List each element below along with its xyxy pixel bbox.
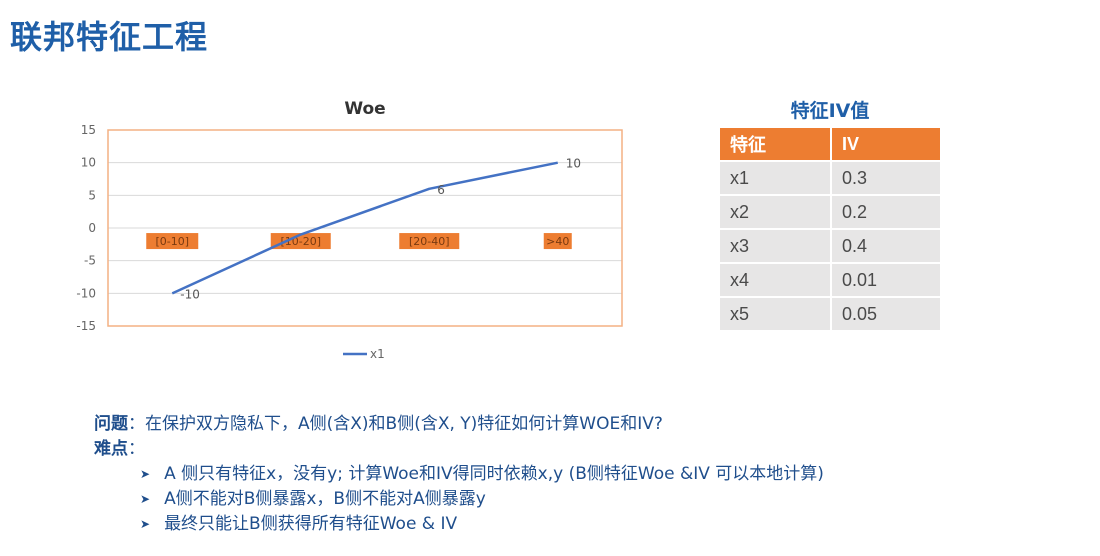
data-label: 10 bbox=[566, 157, 581, 171]
category-label-box bbox=[270, 233, 331, 250]
difficulty-list: ➤ A 侧只有特征x，没有y; 计算Woe和IV得同时依赖x,y (B侧特征Woe… bbox=[94, 462, 824, 537]
feature-cell: x5 bbox=[720, 298, 832, 330]
y-tick-label: -15 bbox=[76, 319, 96, 333]
iv-cell: 0.05 bbox=[832, 298, 940, 330]
page-title: 联邦特征工程 bbox=[10, 18, 209, 56]
iv-cell: 0.01 bbox=[832, 264, 940, 296]
series-line-x1 bbox=[171, 161, 558, 295]
table-row: x5 0.05 bbox=[720, 298, 940, 330]
iv-cell: 0.3 bbox=[832, 162, 940, 194]
data-label: -10 bbox=[180, 287, 200, 301]
table-row: x1 0.3 bbox=[720, 162, 940, 194]
iv-header-iv: IV bbox=[832, 128, 940, 160]
difficulty-item-text: A 侧只有特征x，没有y; 计算Woe和IV得同时依赖x,y (B侧特征Woe … bbox=[164, 464, 824, 484]
iv-table-title: 特征IV值 bbox=[790, 100, 870, 122]
y-tick-label: 5 bbox=[88, 188, 96, 202]
feature-cell: x1 bbox=[720, 162, 832, 194]
legend-label: x1 bbox=[370, 347, 385, 361]
question-text: ：在保护双方隐私下，A侧(含X)和B侧(含X, Y)特征如何计算WOE和IV? bbox=[128, 414, 663, 434]
y-tick-label: 0 bbox=[88, 221, 96, 235]
category-label: [0-10] bbox=[155, 235, 189, 248]
plot-area-border bbox=[107, 129, 623, 327]
y-tick-label: -5 bbox=[84, 254, 96, 268]
difficulty-colon: ： bbox=[128, 439, 145, 459]
woe-chart: Woe 15 10 5 0 -5 -10 -15 [0-10] [10-20] [20-40] >40… bbox=[60, 90, 650, 380]
category-label: [20-40] bbox=[409, 235, 450, 248]
question-section: 问题：在保护双方隐私下，A侧(含X)和B侧(含X, Y)特征如何计算WOE和IV… bbox=[94, 412, 824, 537]
category-label: >40 bbox=[546, 235, 569, 248]
y-tick-label: 15 bbox=[81, 123, 96, 137]
category-label-box bbox=[146, 233, 199, 250]
category-label-box bbox=[399, 233, 460, 250]
y-tick-label: -10 bbox=[76, 286, 96, 300]
difficulty-item-text: 最终只能让B侧获得所有特征Woe & IV bbox=[164, 514, 458, 534]
data-label: 6 bbox=[437, 183, 445, 197]
table-row: x4 0.01 bbox=[720, 264, 940, 296]
list-item: ➤ 最终只能让B侧获得所有特征Woe & IV bbox=[140, 512, 824, 537]
feature-cell: x4 bbox=[720, 264, 832, 296]
y-tick-label: 10 bbox=[81, 156, 96, 170]
difficulty-item-text: A侧不能对B侧暴露x，B侧不能对A侧暴露y bbox=[164, 489, 486, 509]
table-row: x2 0.2 bbox=[720, 196, 940, 228]
list-item: ➤ A侧不能对B侧暴露x，B侧不能对A侧暴露y bbox=[140, 487, 824, 512]
iv-table-header-row: 特征 IV bbox=[720, 128, 940, 160]
difficulty-line: 难点： bbox=[94, 437, 824, 462]
iv-header-feature: 特征 bbox=[720, 128, 832, 160]
bullet-arrow-icon: ➤ bbox=[140, 467, 151, 481]
feature-cell: x3 bbox=[720, 230, 832, 262]
category-label-box bbox=[543, 233, 572, 250]
feature-cell: x2 bbox=[720, 196, 832, 228]
list-item: ➤ A 侧只有特征x，没有y; 计算Woe和IV得同时依赖x,y (B侧特征Woe… bbox=[140, 462, 824, 487]
chart-title: Woe bbox=[344, 99, 385, 119]
iv-cell: 0.4 bbox=[832, 230, 940, 262]
iv-cell: 0.2 bbox=[832, 196, 940, 228]
question-line: 问题：在保护双方隐私下，A侧(含X)和B侧(含X, Y)特征如何计算WOE和IV… bbox=[94, 412, 824, 437]
bullet-arrow-icon: ➤ bbox=[140, 492, 151, 506]
iv-table: 特征 IV x1 0.3 x2 0.2 x3 0.4 x4 0.01 x5 0.05 bbox=[720, 126, 940, 332]
question-label: 问题 bbox=[94, 414, 128, 434]
difficulty-label: 难点 bbox=[94, 439, 128, 459]
bullet-arrow-icon: ➤ bbox=[140, 517, 151, 531]
table-row: x3 0.4 bbox=[720, 230, 940, 262]
